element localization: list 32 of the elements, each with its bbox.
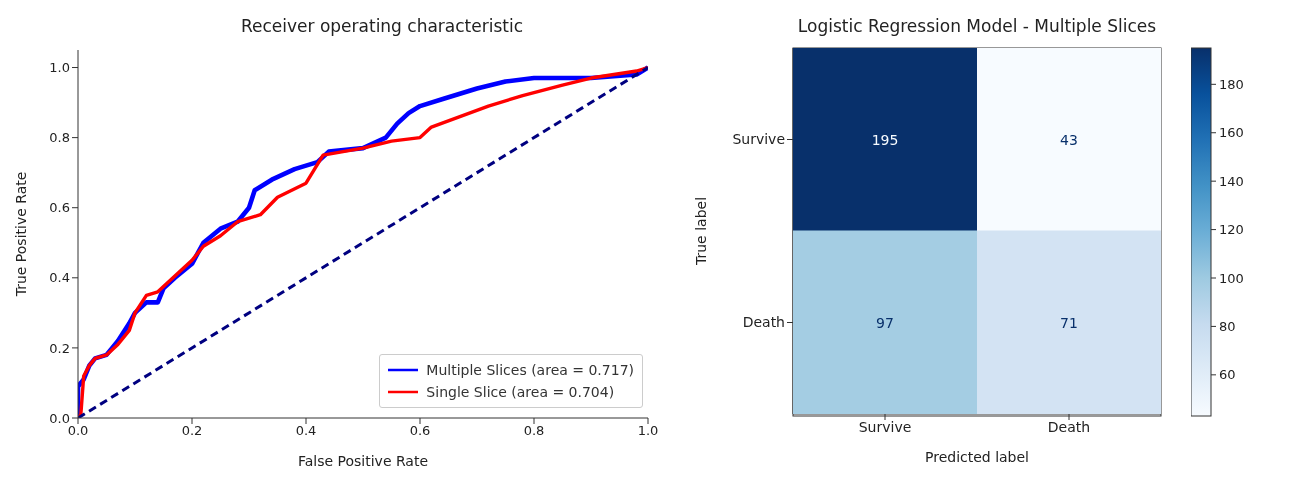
legend-label: Single Slice (area = 0.704)	[426, 383, 615, 402]
data-label: 43	[1060, 131, 1078, 148]
color-bar-label: 80	[1219, 318, 1236, 334]
y-tick-label: 0.4	[49, 270, 70, 286]
x-axis-title: Predicted label	[924, 449, 1030, 465]
color-bar-label: 180	[1219, 76, 1244, 92]
x-tick-label: 0.4	[295, 423, 317, 439]
y-tick-label: 0.2	[49, 340, 70, 356]
data-label: 97	[876, 314, 894, 331]
data-label: 195	[871, 131, 899, 148]
chart-title: Receiver operating characteristic	[239, 16, 525, 36]
color-bar-label: 160	[1219, 125, 1244, 141]
y-tick-label: 1.0	[49, 60, 70, 76]
data-label: 71	[1060, 314, 1078, 331]
y-axis-title: True Positive Rate	[12, 171, 29, 298]
x-tick-label: 1.0	[637, 423, 659, 439]
color-bar-label: 140	[1219, 173, 1244, 189]
y-axis-title: True label	[692, 196, 709, 267]
color-bar-label: 100	[1219, 270, 1244, 286]
legend-label: Multiple Slices (area = 0.717)	[426, 361, 634, 380]
x-tick-label: 0.6	[409, 423, 431, 439]
x-tick-label: 0.8	[523, 423, 545, 439]
chart-title: Logistic Regression Model - Multiple Slices	[796, 16, 1158, 36]
x-tick-label: Survive	[858, 418, 912, 435]
x-tick-label: 0.0	[67, 423, 89, 439]
y-tick-label: 0.8	[49, 130, 70, 146]
x-tick-label: 0.2	[181, 423, 203, 439]
y-tick-label: 0.6	[49, 200, 70, 216]
color-bar-label: 60	[1219, 367, 1236, 383]
x-tick-label: Death	[1047, 418, 1091, 435]
x-axis-title: False Positive Rate	[297, 453, 429, 469]
color-bar-label: 120	[1219, 222, 1244, 238]
